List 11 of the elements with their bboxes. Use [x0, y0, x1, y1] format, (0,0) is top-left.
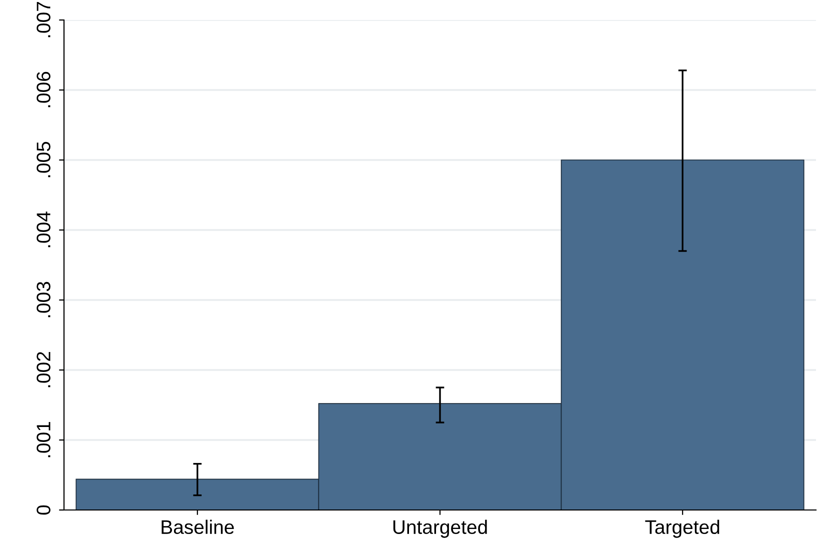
y-tick-label: .006 — [36, 72, 50, 108]
x-tick-label: Baseline — [162, 520, 234, 534]
y-tick-label: .003 — [36, 282, 50, 318]
x-tick-label: Targeted — [645, 520, 720, 538]
y-tick-label: 0 — [36, 505, 50, 515]
x-tick-label: Untargeted — [393, 520, 487, 538]
y-tick-label: .001 — [36, 422, 50, 458]
y-tick-label: .007 — [36, 2, 50, 38]
y-tick-label: .005 — [36, 142, 50, 178]
y-tick-label: .004 — [36, 212, 50, 248]
y-tick-label: .002 — [36, 352, 50, 388]
